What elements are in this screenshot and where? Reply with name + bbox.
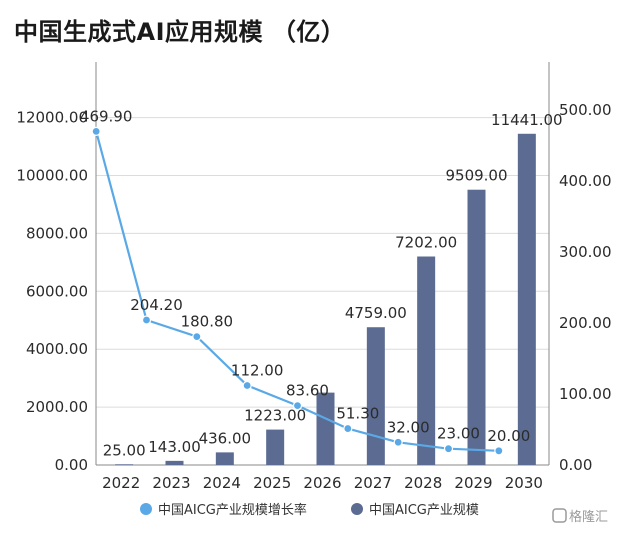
line-point — [393, 437, 403, 447]
x-tick-label: 2027 — [354, 474, 392, 492]
bar — [517, 133, 536, 465]
watermark-icon — [552, 508, 567, 523]
y-right-tick-label: 500.00 — [559, 101, 612, 119]
bar — [215, 452, 234, 465]
bar-value-label: 1223.00 — [244, 407, 306, 425]
line-value-label: 83.60 — [286, 382, 329, 400]
y-right-tick-label: 300.00 — [559, 243, 612, 261]
line-value-label: 51.30 — [336, 405, 379, 423]
y-right-tick-label: 400.00 — [559, 172, 612, 190]
x-tick-label: 2026 — [303, 474, 341, 492]
x-tick-label: 2022 — [102, 474, 140, 492]
line-point — [242, 380, 252, 391]
line-value-label: 180.80 — [181, 313, 234, 331]
y-left-tick-label: 2000.00 — [26, 398, 88, 416]
x-tick-label: 2028 — [404, 474, 442, 492]
bar — [316, 392, 335, 465]
line-value-label: 112.00 — [231, 361, 284, 379]
legend-bar-marker — [351, 503, 363, 515]
bar — [467, 189, 486, 465]
bar-value-label: 143.00 — [148, 438, 201, 456]
bar-series — [115, 133, 536, 466]
line-value-label: 469.90 — [80, 107, 133, 125]
legend-bar-label: 中国AICG产业规模 — [369, 503, 479, 518]
line-point — [141, 315, 152, 325]
y-right-tick-label: 200.00 — [559, 314, 612, 332]
bar-value-label: 9509.00 — [445, 167, 507, 185]
grid-lines — [96, 117, 549, 408]
bar — [266, 429, 285, 465]
y-left-tick-label: 4000.00 — [26, 340, 88, 358]
x-tick-label: 2023 — [152, 474, 190, 492]
bar — [417, 256, 436, 465]
x-tick-label: 2024 — [203, 474, 241, 492]
line-point — [192, 332, 202, 342]
legend-line-label: 中国AICG产业规模增长率 — [158, 502, 307, 518]
line-point — [91, 126, 101, 136]
bar-value-label: 11441.00 — [491, 111, 563, 129]
watermark-text: 格隆汇 — [569, 509, 608, 525]
axes: 0.00 2000.00 4000.00 6000.00 8000.00 10000.00… — [16, 62, 612, 492]
y-left-tick-label: 12000.00 — [16, 109, 88, 127]
watermark-logo: 格隆汇 — [552, 508, 608, 525]
y-right-tick-label: 100.00 — [559, 385, 612, 403]
chart-title: 中国生成式AI应用规模 （亿） — [14, 18, 346, 46]
bar-value-label: 25.00 — [103, 441, 146, 459]
line-value-label: 204.20 — [130, 296, 183, 314]
y-right-tick-label: 0.00 — [559, 456, 592, 474]
line-series — [91, 126, 504, 456]
line-point — [343, 423, 353, 434]
bar — [165, 460, 184, 465]
bar-value-label: 436.00 — [199, 429, 252, 447]
x-tick-label: 2030 — [505, 474, 543, 492]
bar-value-label: 7202.00 — [395, 234, 457, 252]
x-tick-label: 2029 — [454, 474, 492, 492]
line-value-label: 20.00 — [487, 427, 530, 445]
line-point — [443, 444, 454, 454]
line-value-label: 32.00 — [387, 418, 430, 436]
bar — [115, 464, 134, 466]
line-point — [292, 401, 303, 411]
y-left-tick-label: 8000.00 — [26, 224, 88, 242]
bar-value-label: 4759.00 — [345, 304, 407, 322]
legend-line-marker — [140, 503, 152, 515]
y-left-tick-label: 10000.00 — [16, 167, 88, 185]
line-point — [494, 446, 504, 456]
x-tick-label: 2025 — [253, 474, 291, 492]
line-value-label: 23.00 — [437, 425, 480, 443]
y-left-tick-label: 6000.00 — [26, 282, 88, 300]
legend: 中国AICG产业规模增长率 中国AICG产业规模 — [140, 502, 479, 518]
y-left-tick-label: 0.00 — [55, 456, 88, 474]
bar — [366, 327, 385, 465]
